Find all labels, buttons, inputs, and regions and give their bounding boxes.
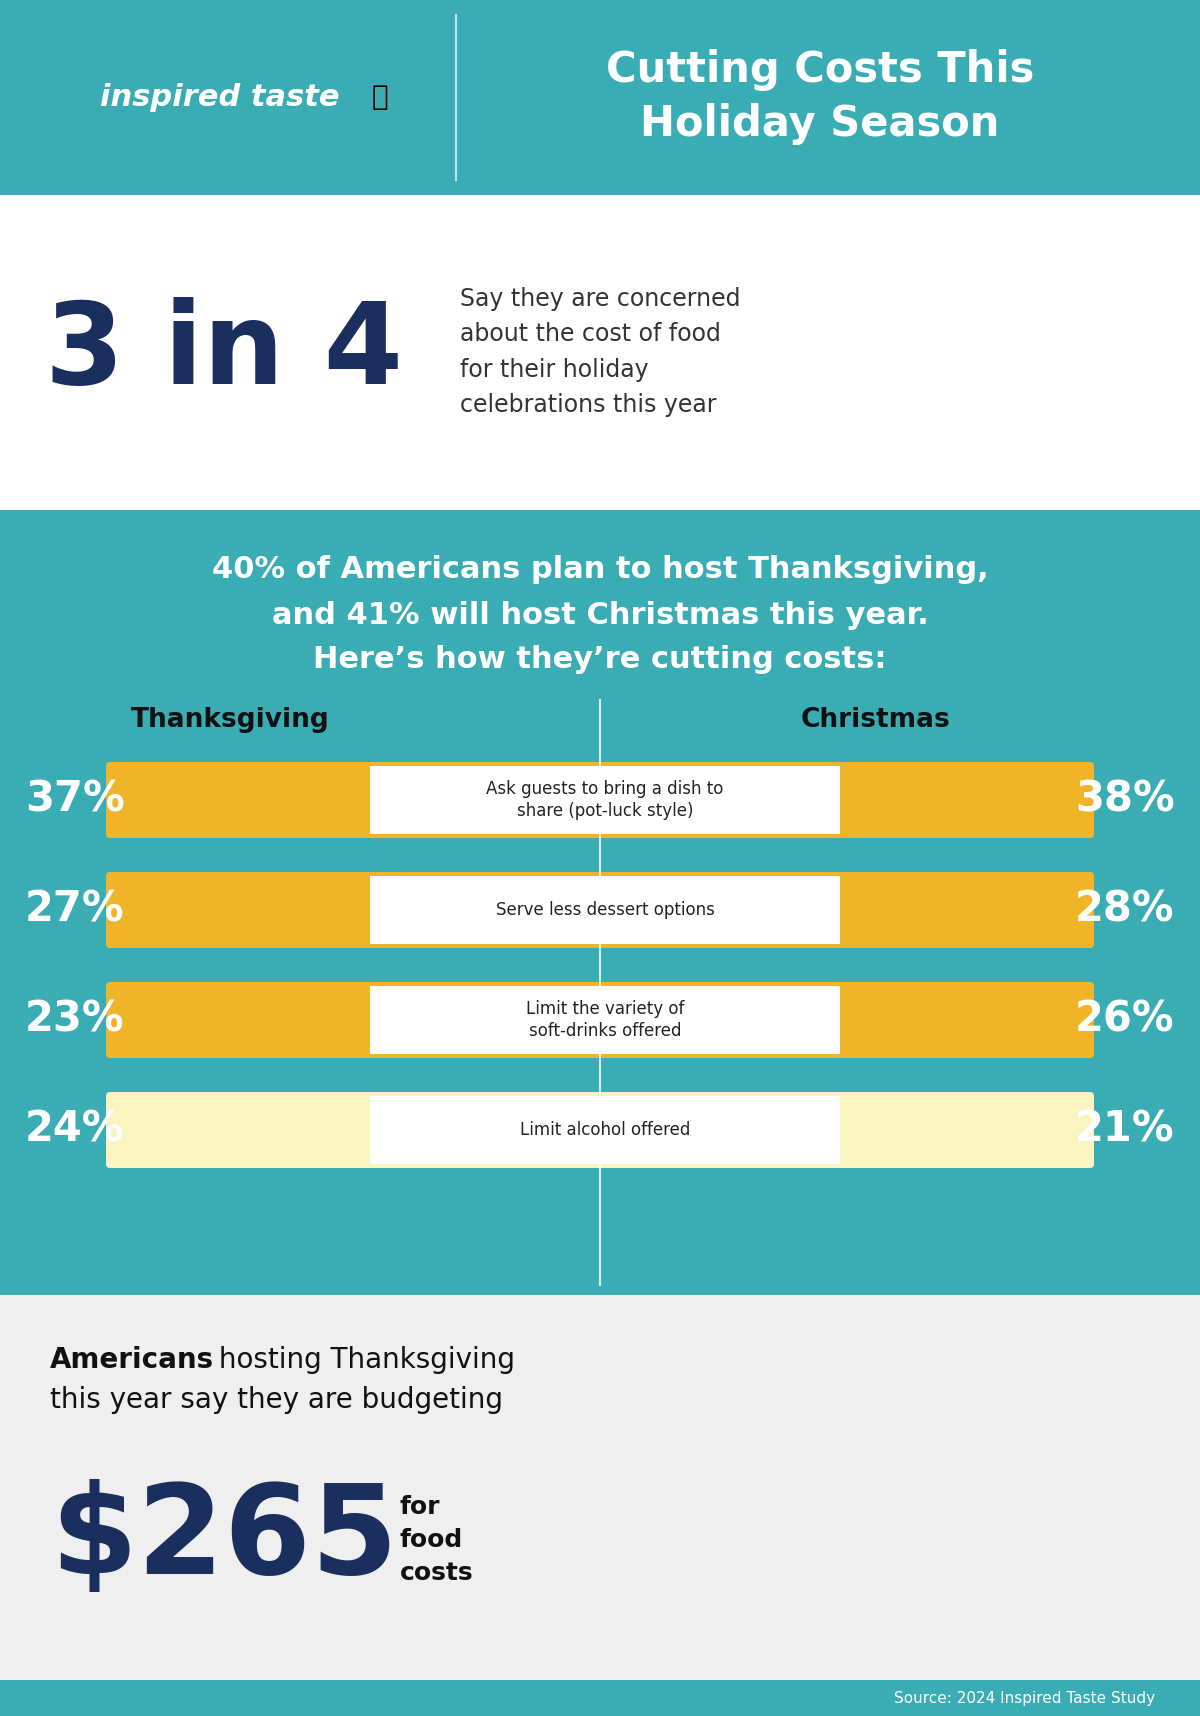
Text: this year say they are budgeting: this year say they are budgeting [50, 1387, 503, 1414]
Text: 23%: 23% [25, 999, 125, 1042]
Text: Source: 2024 Inspired Taste Study: Source: 2024 Inspired Taste Study [894, 1690, 1154, 1706]
Bar [370, 765, 840, 834]
Text: 24%: 24% [25, 1109, 125, 1151]
Bar [0, 0, 1200, 196]
Text: Cutting Costs This
Holiday Season: Cutting Costs This Holiday Season [606, 50, 1034, 144]
Text: 21%: 21% [1075, 1109, 1175, 1151]
Text: inspired taste: inspired taste [101, 82, 340, 112]
Text: Say they are concerned
about the cost of food
for their holiday
celebrations thi: Say they are concerned about the cost of… [460, 287, 740, 417]
Text: $265: $265 [50, 1479, 398, 1601]
FancyBboxPatch shape [106, 762, 1094, 837]
Text: hosting Thanksgiving: hosting Thanksgiving [210, 1345, 515, 1375]
Text: 27%: 27% [25, 889, 125, 932]
Text: 26%: 26% [1075, 999, 1175, 1042]
Bar [0, 1296, 1200, 1680]
Bar [0, 510, 1200, 1296]
Text: Limit alcohol offered: Limit alcohol offered [520, 1121, 690, 1139]
Text: 40% of Americans plan to host Thanksgiving,: 40% of Americans plan to host Thanksgivi… [211, 556, 989, 585]
FancyBboxPatch shape [106, 872, 1094, 947]
Bar [370, 875, 840, 944]
Bar [370, 1097, 840, 1163]
Text: Thanksgiving: Thanksgiving [131, 707, 329, 733]
FancyBboxPatch shape [106, 982, 1094, 1059]
FancyBboxPatch shape [106, 1091, 1094, 1169]
Text: Ask guests to bring a dish to
share (pot-luck style): Ask guests to bring a dish to share (pot… [486, 779, 724, 820]
Text: 37%: 37% [25, 779, 125, 820]
Text: Americans: Americans [50, 1345, 214, 1375]
Bar [0, 1680, 1200, 1716]
Text: 🍋: 🍋 [372, 82, 389, 112]
Text: Serve less dessert options: Serve less dessert options [496, 901, 714, 920]
Text: Here’s how they’re cutting costs:: Here’s how they’re cutting costs: [313, 645, 887, 674]
Bar [370, 987, 840, 1054]
Text: 3 in 4: 3 in 4 [46, 297, 403, 407]
Bar [0, 196, 1200, 510]
Text: Limit the variety of
soft-drinks offered: Limit the variety of soft-drinks offered [526, 1000, 684, 1040]
Text: Christmas: Christmas [800, 707, 950, 733]
Text: and 41% will host Christmas this year.: and 41% will host Christmas this year. [271, 601, 929, 630]
Text: 38%: 38% [1075, 779, 1175, 820]
Text: for
food
costs: for food costs [400, 1495, 474, 1586]
Text: 28%: 28% [1075, 889, 1175, 932]
